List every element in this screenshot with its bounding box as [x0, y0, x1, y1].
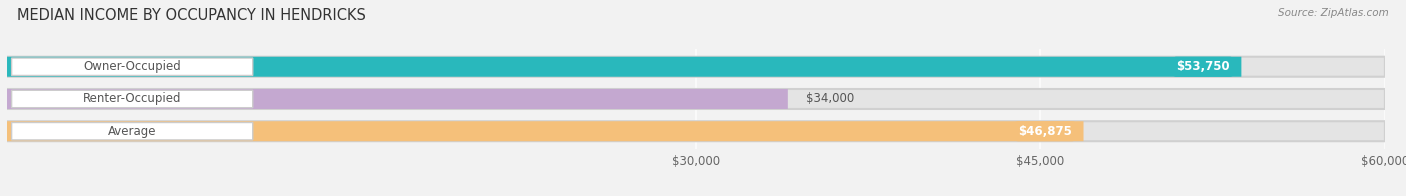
FancyBboxPatch shape — [11, 90, 253, 108]
Text: $53,750: $53,750 — [1177, 60, 1230, 73]
FancyBboxPatch shape — [7, 121, 1084, 141]
Text: $46,875: $46,875 — [1018, 125, 1071, 138]
FancyBboxPatch shape — [11, 58, 253, 75]
FancyBboxPatch shape — [7, 57, 1241, 77]
FancyBboxPatch shape — [7, 121, 1385, 141]
Text: Renter-Occupied: Renter-Occupied — [83, 93, 181, 105]
FancyBboxPatch shape — [7, 89, 1385, 109]
Text: $34,000: $34,000 — [806, 93, 855, 105]
Text: Average: Average — [108, 125, 156, 138]
FancyBboxPatch shape — [11, 122, 253, 140]
FancyBboxPatch shape — [7, 89, 787, 109]
FancyBboxPatch shape — [7, 57, 1385, 77]
Text: MEDIAN INCOME BY OCCUPANCY IN HENDRICKS: MEDIAN INCOME BY OCCUPANCY IN HENDRICKS — [17, 8, 366, 23]
Text: Owner-Occupied: Owner-Occupied — [83, 60, 181, 73]
Text: Source: ZipAtlas.com: Source: ZipAtlas.com — [1278, 8, 1389, 18]
